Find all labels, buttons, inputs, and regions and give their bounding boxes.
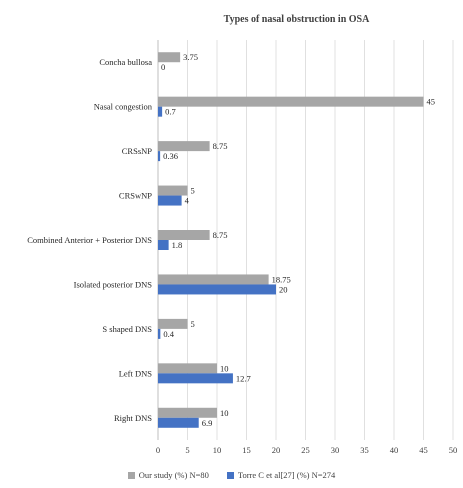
x-tick-label: 40	[390, 445, 399, 455]
data-label: 8.75	[213, 230, 228, 240]
x-tick-label: 50	[449, 445, 458, 455]
legend-label-torre: Torre C et al[27] (%) N=274	[237, 470, 336, 480]
bar-our-study	[158, 185, 188, 196]
x-tick-label: 20	[272, 445, 281, 455]
data-label: 0.7	[165, 107, 176, 117]
x-tick-label: 35	[360, 445, 369, 455]
data-label: 0	[161, 62, 165, 72]
bar-our-study	[158, 274, 269, 285]
data-label: 0.4	[163, 329, 174, 339]
bar-torre	[158, 284, 276, 295]
x-tick-label: 30	[331, 445, 340, 455]
bar-torre	[158, 373, 233, 384]
data-label: 3.75	[183, 52, 198, 62]
bar-torre	[158, 151, 161, 162]
legend-item-torre: Torre C et al[27] (%) N=274	[226, 470, 336, 480]
bar-our-study	[158, 52, 181, 63]
category-label: S shaped DNS	[102, 324, 152, 334]
data-label: 10	[220, 363, 229, 373]
legend-item-our-study: Our study (%) N=80	[127, 470, 209, 480]
bar-torre	[158, 240, 169, 250]
data-label: 5	[191, 319, 195, 329]
x-tick-label: 10	[213, 445, 222, 455]
data-label: 0.36	[163, 151, 178, 161]
bar-our-study	[158, 96, 424, 107]
legend: Our study (%) N=80 Torre C et al[27] (%)…	[0, 470, 463, 480]
bar-torre	[158, 417, 199, 428]
category-label: Combined Anterior + Posterior DNS	[27, 235, 152, 245]
x-tick-label: 5	[185, 445, 189, 455]
data-label: 6.9	[202, 418, 213, 428]
data-label: 5	[191, 186, 195, 196]
bar-our-study	[158, 363, 217, 374]
legend-label-our-study: Our study (%) N=80	[138, 470, 209, 480]
bar-torre	[158, 195, 182, 206]
category-label: Nasal congestion	[94, 102, 153, 112]
data-label: 1.8	[172, 240, 183, 250]
x-tick-label: 15	[242, 445, 251, 455]
data-label: 12.7	[236, 373, 251, 383]
data-label: 4	[185, 196, 190, 206]
data-label: 18.75	[272, 274, 291, 284]
bar-our-study	[158, 407, 217, 418]
data-label: 45	[427, 97, 436, 107]
category-label: Left DNS	[119, 368, 153, 378]
category-label: Isolated posterior DNS	[74, 279, 153, 289]
category-label: CRSwNP	[119, 191, 152, 201]
bar-our-study	[158, 318, 188, 329]
x-tick-label: 45	[419, 445, 428, 455]
data-label: 10	[220, 408, 229, 418]
bar-our-study	[158, 141, 210, 152]
x-tick-label: 25	[301, 445, 310, 455]
bar-torre	[158, 106, 163, 117]
x-tick-label: 0	[156, 445, 160, 455]
legend-swatch-our-study	[127, 471, 135, 479]
data-label: 8.75	[213, 141, 228, 151]
category-label: CRSsNP	[122, 146, 153, 156]
category-label: Concha bullosa	[99, 57, 152, 67]
data-label: 20	[279, 284, 288, 294]
bar-our-study	[158, 230, 210, 240]
bar-torre	[158, 328, 161, 339]
category-label: Right DNS	[114, 413, 152, 423]
legend-swatch-torre	[226, 471, 234, 479]
chart-title: Types of nasal obstruction in OSA	[223, 14, 370, 25]
